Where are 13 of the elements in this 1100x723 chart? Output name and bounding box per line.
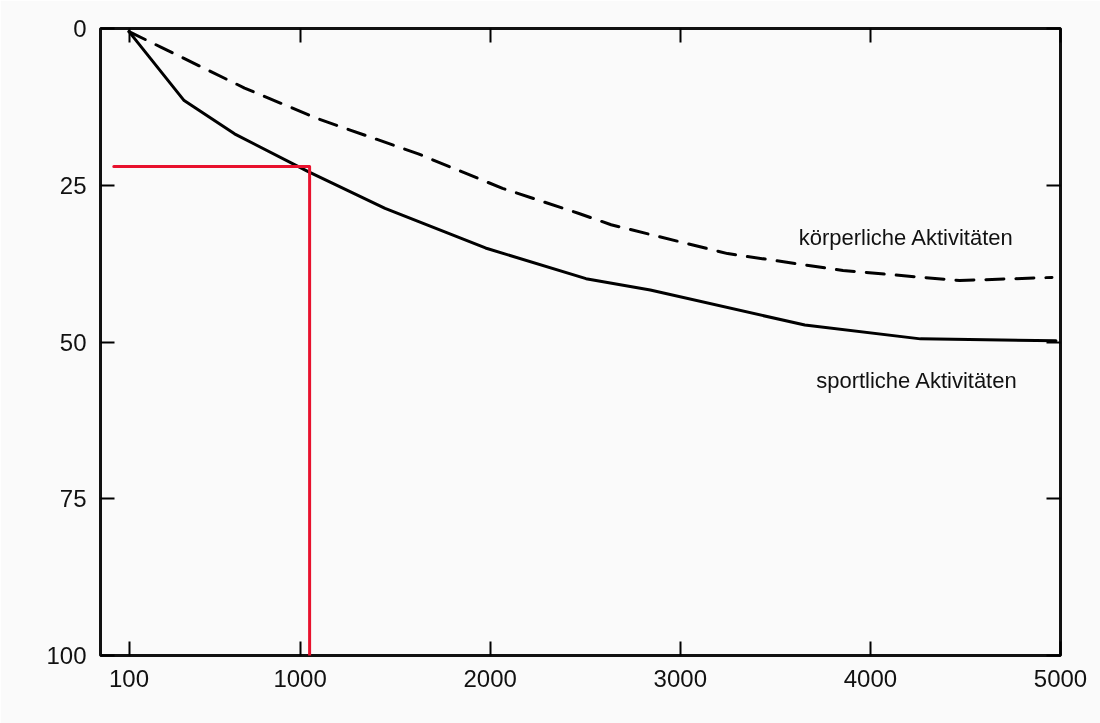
x-tick-label: 3000 bbox=[653, 664, 707, 692]
y-tick-label: 25 bbox=[59, 171, 87, 199]
y-tick-label: 100 bbox=[46, 642, 87, 669]
x-tick-label: 2000 bbox=[463, 664, 517, 692]
x-tick-label: 5000 bbox=[1033, 664, 1088, 692]
x-tick-label: 100 bbox=[108, 664, 150, 692]
y-tick-label: 0 bbox=[73, 15, 87, 42]
x-tick-label: 4000 bbox=[843, 664, 898, 692]
y-tick-label: 75 bbox=[59, 485, 87, 513]
x-tick-label: 1000 bbox=[273, 664, 327, 692]
series-label: körperliche Aktivitäten bbox=[798, 224, 1013, 250]
series-label: sportliche Aktivitäten bbox=[816, 368, 1017, 394]
y-tick-label: 50 bbox=[59, 328, 87, 356]
